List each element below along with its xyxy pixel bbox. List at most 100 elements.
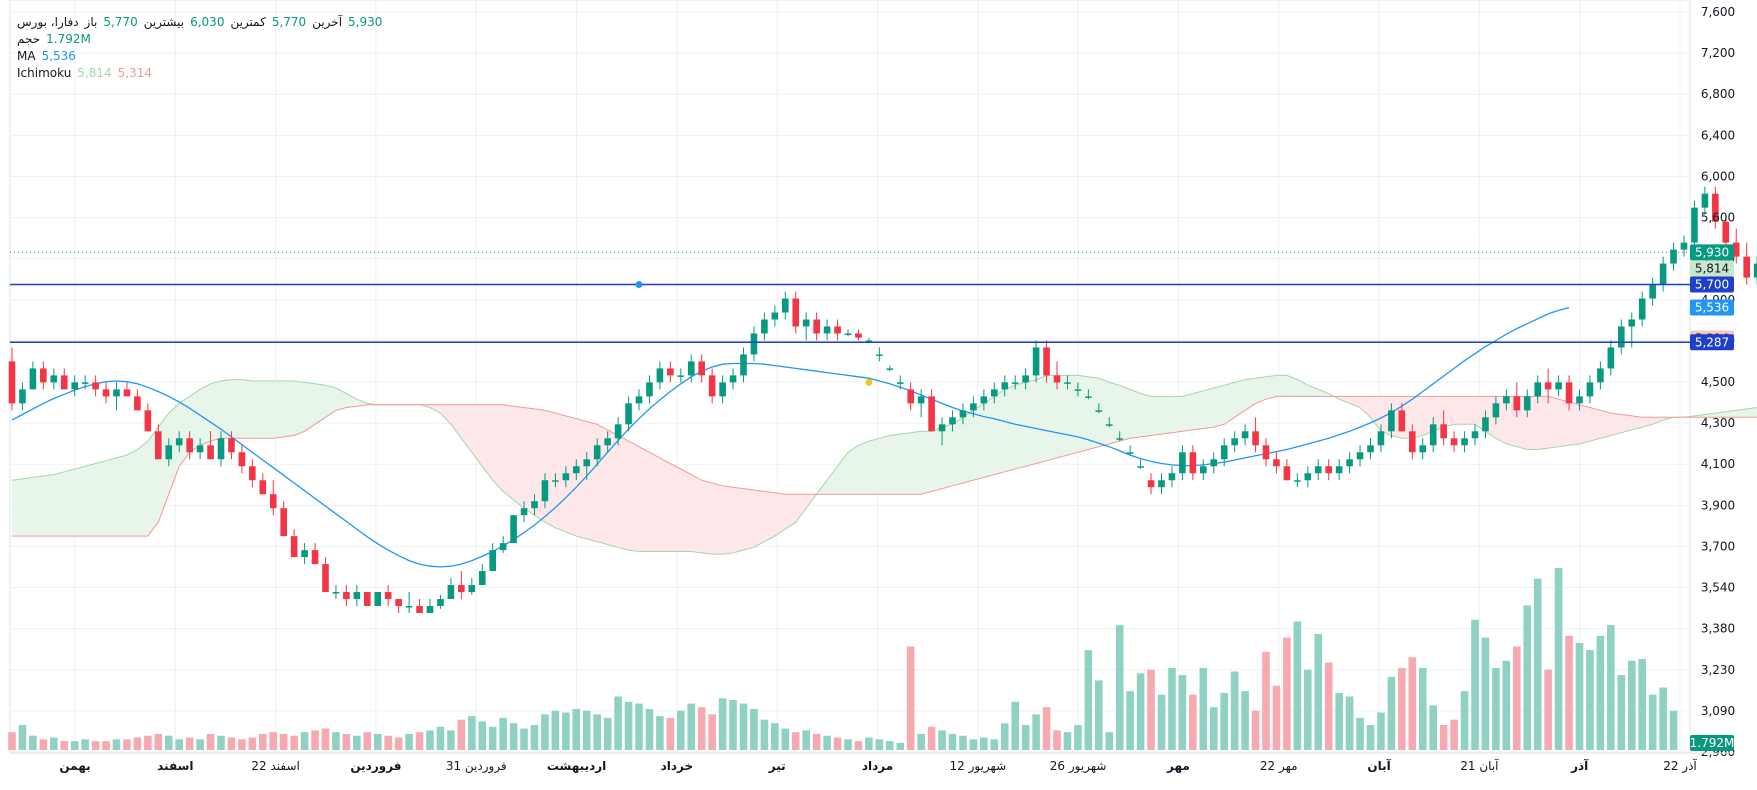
candle-body[interactable]	[750, 333, 758, 355]
candle-body[interactable]	[907, 389, 914, 404]
candle-body[interactable]	[447, 585, 455, 600]
candle-body[interactable]	[416, 606, 423, 614]
candle-body[interactable]	[113, 389, 120, 397]
candle-body[interactable]	[155, 431, 162, 460]
candle-body[interactable]	[876, 354, 883, 356]
candle-body[interactable]	[29, 368, 37, 390]
candle-body[interactable]	[938, 424, 946, 432]
candle-body[interactable]	[1419, 445, 1427, 453]
candle-body[interactable]	[552, 480, 559, 482]
candle-body[interactable]	[1168, 473, 1176, 481]
candle-body[interactable]	[1273, 459, 1280, 467]
candle-body[interactable]	[573, 466, 580, 474]
candle-body[interactable]	[50, 375, 58, 383]
candle-body[interactable]	[625, 403, 632, 425]
candle-body[interactable]	[1743, 256, 1750, 278]
candle-body[interactable]	[165, 445, 173, 460]
candle-body[interactable]	[1325, 466, 1332, 474]
candle-body[interactable]	[1179, 452, 1186, 474]
candle-body[interactable]	[1753, 263, 1757, 278]
candle-body[interactable]	[343, 592, 350, 600]
candle-body[interactable]	[1252, 431, 1259, 446]
candle-body[interactable]	[719, 382, 726, 397]
candle-body[interactable]	[1262, 445, 1270, 460]
candle-body[interactable]	[81, 382, 89, 384]
candle-body[interactable]	[541, 480, 549, 502]
candle-body[interactable]	[959, 410, 967, 418]
candle-body[interactable]	[980, 396, 988, 404]
candle-body[interactable]	[228, 438, 235, 453]
candle-body[interactable]	[259, 480, 267, 495]
candle-body[interactable]	[1356, 452, 1364, 460]
candle-body[interactable]	[1461, 438, 1468, 446]
candle-body[interactable]	[332, 592, 340, 594]
candle-body[interactable]	[437, 599, 444, 607]
candle-body[interactable]	[865, 340, 873, 342]
candle-body[interactable]	[677, 375, 685, 377]
candle-body[interactable]	[301, 550, 308, 558]
ichimoku-row[interactable]: Ichimoku 5,814 5,314	[17, 65, 382, 82]
candle-body[interactable]	[384, 592, 392, 600]
candle-body[interactable]	[970, 403, 977, 411]
candle-body[interactable]	[1043, 347, 1050, 376]
candle-body[interactable]	[646, 382, 653, 397]
candle-body[interactable]	[1544, 382, 1552, 390]
candle-body[interactable]	[1450, 438, 1458, 446]
candle-body[interactable]	[562, 473, 570, 481]
candle-body[interactable]	[771, 312, 779, 320]
candle-body[interactable]	[1158, 480, 1165, 488]
candle-body[interactable]	[290, 536, 298, 558]
candle-body[interactable]	[1492, 403, 1500, 418]
candle-body[interactable]	[207, 445, 214, 460]
candle-body[interactable]	[489, 550, 496, 572]
ma-row[interactable]: MA 5,536	[17, 48, 382, 65]
candle-body[interactable]	[1649, 284, 1656, 299]
candle-body[interactable]	[40, 368, 47, 383]
candle-body[interactable]	[896, 382, 904, 384]
candle-body[interactable]	[1304, 473, 1312, 481]
candle-body[interactable]	[1691, 207, 1698, 243]
candle-body[interactable]	[1032, 347, 1040, 376]
candle-body[interactable]	[802, 319, 810, 327]
candle-body[interactable]	[175, 438, 183, 446]
candle-body[interactable]	[698, 361, 705, 376]
candle-body[interactable]	[1523, 396, 1531, 411]
candle-body[interactable]	[520, 508, 528, 516]
candle-body[interactable]	[186, 438, 193, 453]
candle-body[interactable]	[1335, 466, 1343, 474]
candle-body[interactable]	[761, 319, 768, 334]
candle-body[interactable]	[8, 361, 16, 404]
candle-body[interactable]	[1283, 466, 1291, 481]
candle-body[interactable]	[60, 375, 68, 390]
candle-body[interactable]	[478, 571, 486, 586]
candle-body[interactable]	[1346, 459, 1353, 467]
candle-body[interactable]	[1440, 424, 1447, 439]
candle-body[interactable]	[1220, 445, 1228, 460]
candle-body[interactable]	[729, 375, 737, 383]
candle-body[interactable]	[1388, 410, 1395, 432]
signal-marker-yellow[interactable]	[865, 378, 873, 386]
candle-body[interactable]	[1409, 431, 1416, 453]
candle-body[interactable]	[311, 550, 319, 565]
candle-body[interactable]	[1398, 410, 1406, 432]
candle-body[interactable]	[1712, 193, 1719, 222]
candle-body[interactable]	[19, 389, 26, 404]
candle-body[interactable]	[1555, 382, 1562, 390]
candle-body[interactable]	[855, 333, 862, 338]
candle-body[interactable]	[1732, 242, 1740, 257]
candle-body[interactable]	[1085, 396, 1092, 398]
candle-body[interactable]	[667, 368, 674, 376]
candle-body[interactable]	[1294, 480, 1301, 482]
candle-body[interactable]	[593, 445, 601, 460]
candle-body[interactable]	[1513, 396, 1521, 411]
candle-body[interactable]	[405, 606, 413, 608]
candle-body[interactable]	[144, 410, 152, 432]
candle-body[interactable]	[1105, 424, 1113, 426]
candle-body[interactable]	[1367, 445, 1374, 453]
volume-row[interactable]: حجم 1.792M	[17, 31, 382, 48]
candle-body[interactable]	[426, 606, 434, 614]
signal-marker-blue[interactable]	[635, 281, 643, 289]
candle-body[interactable]	[269, 494, 277, 509]
candle-body[interactable]	[1241, 431, 1249, 439]
